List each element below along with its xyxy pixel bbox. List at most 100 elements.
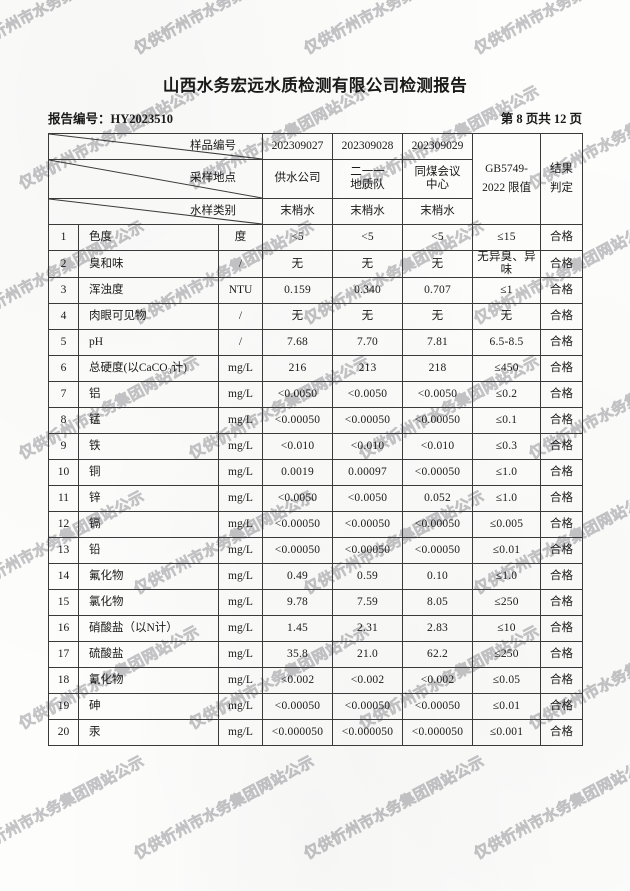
- header-location-2: 二一一 地质队: [332, 159, 404, 199]
- row-value-sample-3: 0.707: [402, 277, 474, 305]
- row-value-sample-2: 0.59: [332, 563, 404, 591]
- row-value-sample-3: <0.00050: [402, 693, 474, 721]
- row-value-sample-1: <0.010: [262, 433, 334, 461]
- row-value-sample-1: <0.00050: [262, 511, 334, 539]
- row-value-sample-2: 21.0: [332, 641, 404, 669]
- row-index: 7: [48, 381, 79, 409]
- header-sample-no-3: 202309029: [402, 133, 474, 160]
- table-row: 18 氰化物 mg/L <0.002 <0.002 <0.002 ≤0.05 合格: [48, 667, 584, 695]
- watermark-text: 仅供忻州市水务集团网站公示: [470, 0, 630, 58]
- row-item: 铁: [78, 433, 219, 461]
- row-item: 锰: [78, 407, 219, 435]
- row-unit: mg/L: [217, 693, 264, 721]
- row-value-sample-3: 7.81: [402, 329, 474, 357]
- header-row-location: 采样地点 供水公司 二一一 地质队 同煤会议 中心: [47, 159, 583, 199]
- header-water-type-1: 末梢水: [262, 198, 334, 225]
- row-value-sample-3: <0.0050: [402, 381, 474, 409]
- row-value-sample-3: 2.83: [402, 615, 474, 643]
- row-result: 合格: [540, 249, 584, 279]
- row-limit: ≤0.01: [472, 693, 542, 721]
- row-item: 铝: [78, 381, 219, 409]
- row-value-sample-2: <5: [332, 224, 404, 251]
- row-value-sample-2: <0.00050: [332, 537, 404, 565]
- row-limit: 无异臭、异味: [472, 249, 542, 279]
- row-result: 合格: [540, 277, 584, 305]
- row-value-sample-3: <0.00050: [402, 407, 474, 435]
- row-item: 硫酸盐: [78, 641, 219, 669]
- row-item: 氯化物: [78, 589, 219, 617]
- row-item: 肉眼可见物: [78, 303, 219, 331]
- header-result-line-2: 判定: [550, 182, 574, 194]
- row-limit: 6.5-8.5: [472, 329, 542, 357]
- row-value-sample-1: <0.0050: [262, 381, 334, 409]
- row-value-sample-2: <0.002: [332, 667, 404, 695]
- table-row: 11 锌 mg/L <0.0050 <0.0050 0.052 ≤1.0 合格: [48, 485, 584, 513]
- row-index: 5: [48, 329, 79, 357]
- watermark-text: 仅供忻州市水务集团网站公示: [300, 752, 488, 863]
- row-value-sample-3: 62.2: [402, 641, 474, 669]
- row-index: 18: [48, 667, 79, 695]
- row-limit: 无: [472, 303, 542, 331]
- row-value-sample-3: <0.00050: [402, 511, 474, 539]
- row-unit: mg/L: [217, 381, 264, 409]
- row-value-sample-2: 7.70: [332, 329, 404, 357]
- row-index: 3: [48, 277, 79, 305]
- row-unit: mg/L: [217, 485, 264, 513]
- row-limit: ≤0.001: [472, 719, 542, 747]
- row-result: 合格: [540, 224, 584, 251]
- row-value-sample-1: <0.000050: [262, 719, 334, 747]
- row-value-sample-3: <0.00050: [402, 459, 474, 487]
- row-value-sample-1: 35.8: [262, 641, 334, 669]
- row-value-sample-3: <0.00050: [402, 537, 474, 565]
- row-value-sample-3: <0.000050: [402, 719, 474, 747]
- table-row: 4 肉眼可见物 / 无无无无合格: [48, 303, 584, 331]
- row-unit: mg/L: [217, 537, 264, 565]
- watermark-text: 仅供忻州市水务集团网站公示: [470, 752, 630, 863]
- table-row: 17 硫酸盐 mg/L 35.8 21.0 62.2 ≤250 合格: [48, 641, 584, 669]
- row-value-sample-2: <0.0050: [332, 485, 404, 513]
- header-location-3: 同煤会议 中心: [402, 159, 474, 199]
- header-limit-line-1: GB5749-: [485, 162, 528, 175]
- row-value-sample-1: <0.0050: [262, 485, 334, 513]
- row-result: 合格: [540, 641, 584, 669]
- row-limit: ≤250: [472, 641, 542, 669]
- row-unit: mg/L: [217, 719, 264, 747]
- row-limit: ≤450: [472, 355, 542, 383]
- row-item: 氰化物: [78, 667, 219, 695]
- row-value-sample-2: 0.00097: [332, 459, 404, 487]
- row-limit: ≤1: [472, 277, 542, 305]
- report-number: 报告编号：HY2023510: [48, 108, 173, 127]
- header-row-sample-no: 样品编号 202309027 202309028 202309029 GB574…: [47, 133, 584, 225]
- row-item: 浑浊度: [78, 277, 219, 305]
- row-index: 16: [48, 615, 79, 643]
- row-item: pH: [78, 329, 219, 357]
- table-row: 9 铁 mg/L <0.010 <0.010 <0.010 ≤0.3 合格: [48, 433, 584, 461]
- row-result: 合格: [540, 459, 584, 487]
- row-item: 汞: [78, 719, 219, 747]
- row-limit: ≤0.1: [472, 407, 542, 435]
- row-result: 合格: [540, 563, 584, 591]
- page-indicator: 第 8 页共 12 页: [500, 112, 582, 126]
- row-result: 合格: [540, 719, 584, 747]
- row-unit: mg/L: [217, 407, 264, 435]
- row-value-sample-1: <0.00050: [262, 407, 334, 435]
- header-location-1: 供水公司: [262, 159, 334, 199]
- row-value-sample-3: 8.05: [402, 589, 474, 617]
- row-limit: ≤1.0: [472, 485, 542, 513]
- report-meta: 报告编号：HY2023510 第 8 页共 12 页: [48, 108, 582, 127]
- row-value-sample-2: <0.010: [332, 433, 404, 461]
- table-row: 13 铅 mg/L <0.00050 <0.00050 <0.00050 ≤0.01 合格: [48, 537, 584, 565]
- table-row: 10 铜 mg/L 0.0019 0.00097 <0.00050 ≤1.0 合格: [48, 459, 584, 487]
- row-unit: /: [217, 329, 264, 357]
- row-unit: mg/L: [217, 667, 264, 695]
- row-index: 17: [48, 641, 79, 669]
- row-limit: ≤0.005: [472, 511, 542, 539]
- header-sample-no-2: 202309028: [332, 133, 404, 160]
- row-limit: ≤0.01: [472, 537, 542, 565]
- row-result: 合格: [540, 407, 584, 435]
- row-index: 10: [48, 459, 79, 487]
- header-split-location: 采样地点: [47, 159, 264, 199]
- watermark-text: 仅供忻州市水务集团网站公示: [130, 752, 318, 863]
- row-value-sample-2: 0.340: [332, 277, 404, 305]
